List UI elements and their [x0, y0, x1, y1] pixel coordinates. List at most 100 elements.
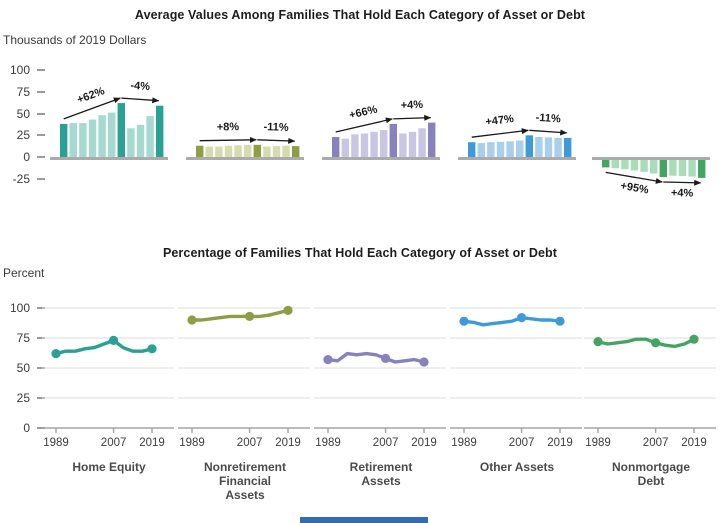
- top-chart-unit-label: Thousands of 2019 Dollars: [3, 33, 147, 47]
- annotation-label-other-assets: -11%: [535, 112, 561, 126]
- year-label-other-assets-2019: 2019: [547, 437, 573, 449]
- category-label-line: Financial: [218, 474, 271, 488]
- annotation-label-home-equity: -4%: [130, 80, 151, 93]
- bottom-ytick-100: 100: [9, 301, 30, 315]
- top-ytick-dash: [37, 112, 45, 115]
- top-ytick-0: 0: [23, 150, 30, 164]
- zero-baseline: [322, 157, 440, 160]
- bar-nonmortgage-debt-2007: [659, 157, 667, 177]
- category-label-line: Assets: [225, 488, 265, 502]
- bar-nonmortgage-debt-2016: [688, 157, 696, 177]
- top-ytick-25: 25: [16, 128, 30, 143]
- marker-home-equity-1989: [51, 349, 61, 359]
- bar-home-equity-2004: [108, 112, 116, 157]
- line-nonretirement-financial-assets: [190, 308, 290, 322]
- year-label-home-equity-2007: 2007: [100, 437, 127, 449]
- bottom-ytick-dash: [37, 337, 45, 339]
- bar-nonretirement-financial-assets-2016: [282, 145, 290, 157]
- zero-baseline: [458, 157, 576, 160]
- bar-other-assets-1992: [477, 143, 485, 157]
- zero-baseline: [186, 157, 304, 160]
- bar-nonretirement-financial-assets-2004: [244, 144, 252, 157]
- bar-nonmortgage-debt-2001: [640, 157, 648, 172]
- bar-nonmortgage-debt-2010: [669, 157, 677, 176]
- year-label-home-equity-1989: 1989: [43, 437, 69, 449]
- bottom-ytick-dash: [37, 307, 45, 309]
- annotation-label-home-equity: +62%: [76, 85, 107, 106]
- bar-retirement-assets-2004: [380, 130, 388, 157]
- category-label-line: Nonretirement: [203, 460, 286, 474]
- year-label-nonretirement-financial-assets-2007: 2007: [236, 437, 263, 449]
- bar-retirement-assets-2019: [428, 122, 436, 157]
- category-label-line: Other Assets: [479, 460, 555, 474]
- bar-nonretirement-financial-assets-2007: [253, 144, 261, 157]
- annotation-arrow-nonmortgage-debt: [605, 171, 663, 184]
- category-label-line: Debt: [637, 474, 665, 488]
- marker-home-equity-2019: [147, 344, 157, 354]
- year-label-nonretirement-financial-assets-1989: 1989: [179, 437, 205, 449]
- bar-nonretirement-financial-assets-1998: [224, 145, 233, 157]
- annotation-label-nonretirement-financial-assets: +8%: [217, 121, 240, 133]
- annotation-label-other-assets: +47%: [485, 113, 515, 128]
- bar-nonmortgage-debt-1992: [611, 157, 619, 169]
- annotation-label-retirement-assets: +66%: [348, 103, 379, 121]
- line-panel-nonmortgage-debt: [584, 307, 716, 433]
- bar-panel-retirement-assets: +66% +4%: [322, 99, 440, 160]
- bar-nonretirement-financial-assets-2013: [272, 146, 281, 157]
- bar-home-equity-2010: [127, 128, 135, 157]
- bar-other-assets-1995: [487, 142, 495, 157]
- marker-retirement-assets-1989: [323, 355, 333, 365]
- top-ytick-dash: [37, 156, 45, 158]
- bar-nonretirement-financial-assets-2010: [263, 146, 271, 157]
- bar-home-equity-1998: [88, 119, 97, 157]
- bar-home-equity-1992: [69, 123, 77, 157]
- year-label-other-assets-2007: 2007: [508, 437, 535, 449]
- bar-nonmortgage-debt-2004: [650, 157, 658, 174]
- bar-other-assets-1989: [468, 142, 476, 157]
- bottom-chart-unit-label: Percent: [3, 266, 45, 280]
- bar-nonretirement-financial-assets-1992: [205, 146, 213, 157]
- top-ytick-100: 100: [9, 63, 30, 77]
- marker-nonmortgage-debt-2019: [689, 334, 699, 344]
- year-label-nonmortgage-debt-1989: 1989: [585, 437, 611, 449]
- marker-nonretirement-financial-assets-2007: [245, 311, 255, 321]
- bar-nonretirement-financial-assets-2019: [292, 146, 300, 157]
- top-ytick-dash: [37, 134, 45, 137]
- top-ytick--25: -25: [12, 171, 30, 186]
- bar-other-assets-2004: [516, 140, 524, 157]
- line-panel-home-equity: [42, 307, 174, 433]
- annotation-arrow-nonmortgage-debt: [663, 179, 702, 186]
- category-label-nonmortgage-debt: Nonmortgage Debt: [582, 460, 720, 488]
- bar-nonretirement-financial-assets-2001: [234, 145, 242, 157]
- bar-other-assets-2019: [564, 137, 572, 157]
- bar-nonmortgage-debt-1998: [630, 157, 639, 171]
- category-label-line: Home Equity: [72, 460, 146, 474]
- bar-retirement-assets-2010: [399, 133, 407, 157]
- bar-other-assets-2010: [535, 137, 543, 157]
- annotation-label-retirement-assets: +4%: [401, 99, 424, 112]
- bar-panel-nonretirement-financial-assets: +8% -11%: [186, 121, 304, 160]
- bar-retirement-assets-2013: [408, 131, 417, 157]
- zero-baseline: [592, 157, 710, 160]
- bar-home-equity-1995: [79, 123, 87, 157]
- bar-nonretirement-financial-assets-1989: [196, 145, 204, 157]
- bar-nonmortgage-debt-2019: [698, 157, 706, 178]
- bar-nonmortgage-debt-1989: [602, 157, 610, 168]
- bottom-ytick-75: 75: [16, 331, 30, 345]
- category-label-line: Assets: [361, 474, 401, 488]
- year-label-nonmortgage-debt-2019: 2019: [681, 437, 707, 449]
- year-label-nonretirement-financial-assets-2019: 2019: [275, 437, 301, 449]
- bar-retirement-assets-2016: [418, 128, 426, 157]
- bottom-ytick-25: 25: [16, 391, 30, 405]
- marker-nonmortgage-debt-1989: [593, 337, 603, 347]
- top-ytick-50: 50: [16, 106, 30, 121]
- year-label-retirement-assets-1989: 1989: [315, 437, 341, 449]
- bottom-ytick-dash: [37, 397, 45, 399]
- line-home-equity: [54, 338, 154, 356]
- bottom-ytick-0: 0: [23, 421, 30, 435]
- year-label-retirement-assets-2019: 2019: [411, 437, 437, 449]
- category-label-home-equity: Home Equity: [40, 460, 178, 474]
- top-ytick-dash: [37, 69, 45, 71]
- bottom-ytick-dash: [37, 367, 45, 369]
